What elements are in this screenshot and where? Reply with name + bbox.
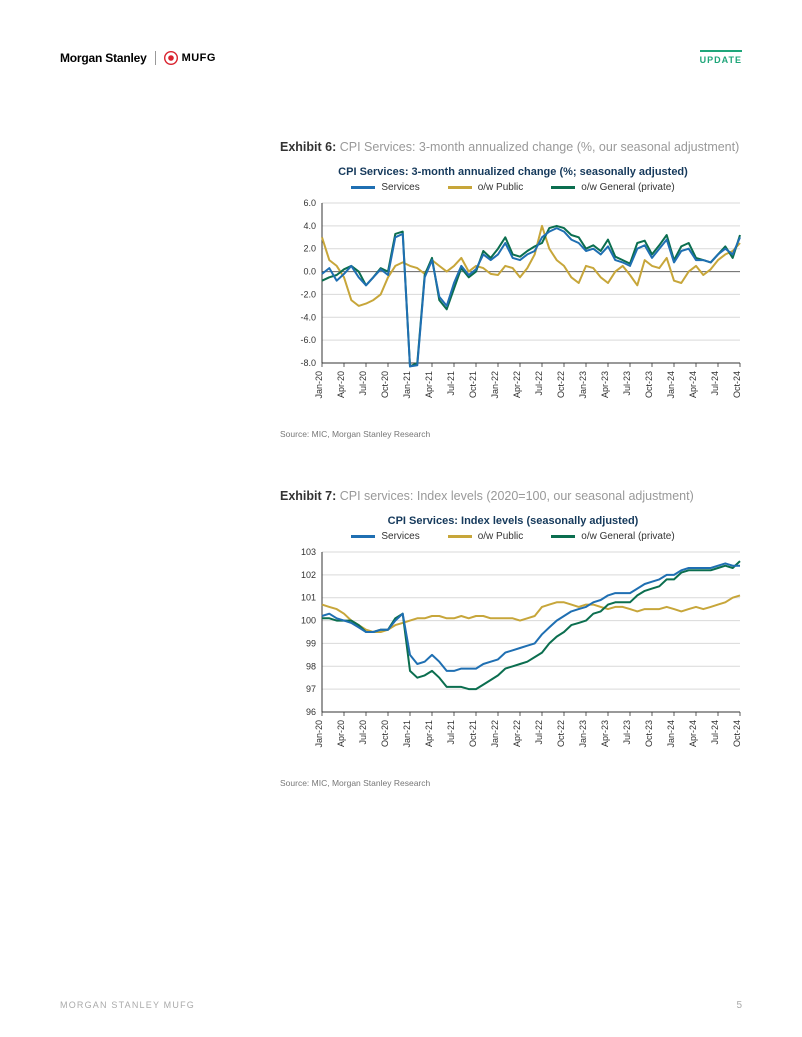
svg-text:Jan-21: Jan-21	[402, 720, 412, 748]
page-number: 5	[736, 1000, 742, 1011]
svg-text:Oct-21: Oct-21	[468, 371, 478, 398]
content-area: Exhibit 6: CPI Services: 3-month annuali…	[280, 140, 746, 838]
exhibit-7-source: Source: MIC, Morgan Stanley Research	[280, 778, 746, 788]
update-badge: UPDATE	[700, 50, 742, 65]
legend-public-7: o/w Public	[448, 531, 524, 542]
svg-text:Apr-23: Apr-23	[600, 371, 610, 398]
morgan-stanley-logo: Morgan Stanley	[60, 51, 147, 65]
svg-text:Apr-20: Apr-20	[336, 720, 346, 747]
svg-text:Oct-23: Oct-23	[644, 720, 654, 747]
svg-text:Apr-20: Apr-20	[336, 371, 346, 398]
svg-text:Jan-20: Jan-20	[314, 720, 324, 748]
legend-services: Services	[351, 182, 419, 193]
svg-text:Jul-21: Jul-21	[446, 720, 456, 745]
svg-text:Oct-23: Oct-23	[644, 371, 654, 398]
legend-line-services-7	[351, 535, 375, 538]
svg-text:97: 97	[306, 684, 316, 694]
svg-text:99: 99	[306, 638, 316, 648]
exhibit-7-chart-title: CPI Services: Index levels (seasonally a…	[280, 515, 746, 527]
svg-text:100: 100	[301, 616, 316, 626]
page-header: Morgan Stanley MUFG UPDATE	[60, 50, 742, 65]
legend-line-public	[448, 186, 472, 189]
svg-text:Jan-22: Jan-22	[490, 371, 500, 399]
exhibit-6-caption: Exhibit 6: CPI Services: 3-month annuali…	[280, 140, 746, 154]
svg-text:Apr-24: Apr-24	[688, 371, 698, 398]
svg-text:0.0: 0.0	[303, 267, 316, 277]
exhibit-6-chart: 6.0 4.0 2.0 0.0 -2.0 -4.0 -6.0 -8.0 Jan-20 Apr-20…	[280, 199, 746, 419]
svg-text:Jan-24: Jan-24	[666, 720, 676, 748]
svg-text:Oct-22: Oct-22	[556, 720, 566, 747]
exhibit-6: Exhibit 6: CPI Services: 3-month annuali…	[280, 140, 746, 439]
svg-text:Jan-20: Jan-20	[314, 371, 324, 399]
svg-text:Jan-23: Jan-23	[578, 371, 588, 399]
svg-text:101: 101	[301, 593, 316, 603]
legend-line-general-7	[551, 535, 575, 538]
svg-text:-8.0: -8.0	[300, 358, 316, 368]
svg-text:Apr-24: Apr-24	[688, 720, 698, 747]
svg-text:Jan-24: Jan-24	[666, 371, 676, 399]
legend-line-services	[351, 186, 375, 189]
legend-line-public-7	[448, 535, 472, 538]
svg-text:Jul-21: Jul-21	[446, 371, 456, 396]
legend-line-general	[551, 186, 575, 189]
legend-general-7: o/w General (private)	[551, 531, 674, 542]
mufg-text: MUFG	[182, 52, 216, 64]
svg-text:102: 102	[301, 570, 316, 580]
svg-text:Jan-23: Jan-23	[578, 720, 588, 748]
legend-general: o/w General (private)	[551, 182, 674, 193]
svg-text:Jul-20: Jul-20	[358, 720, 368, 745]
exhibit-7-legend: Services o/w Public o/w General (private…	[280, 531, 746, 542]
svg-text:Oct-22: Oct-22	[556, 371, 566, 398]
svg-text:6.0: 6.0	[303, 199, 316, 208]
svg-text:Jul-22: Jul-22	[534, 720, 544, 745]
logo-divider	[155, 51, 156, 65]
svg-text:Oct-20: Oct-20	[380, 371, 390, 398]
svg-text:Jul-20: Jul-20	[358, 371, 368, 396]
exhibit-7-chart: 103 102 101 100 99 98 97 96 Jan-20 Apr-20 Jul-20 Oc…	[280, 548, 746, 768]
svg-text:Oct-24: Oct-24	[732, 720, 742, 747]
exhibit-7-number: Exhibit 7:	[280, 489, 336, 503]
svg-text:Jan-21: Jan-21	[402, 371, 412, 399]
exhibit-7: Exhibit 7: CPI services: Index levels (2…	[280, 489, 746, 788]
svg-text:Jul-22: Jul-22	[534, 371, 544, 396]
svg-text:96: 96	[306, 707, 316, 717]
svg-text:Oct-24: Oct-24	[732, 371, 742, 398]
svg-text:Jan-22: Jan-22	[490, 720, 500, 748]
svg-text:Apr-22: Apr-22	[512, 371, 522, 398]
exhibit-6-source: Source: MIC, Morgan Stanley Research	[280, 429, 746, 439]
svg-text:Apr-23: Apr-23	[600, 720, 610, 747]
svg-text:-2.0: -2.0	[300, 289, 316, 299]
exhibit-7-caption: Exhibit 7: CPI services: Index levels (2…	[280, 489, 746, 503]
legend-services-7: Services	[351, 531, 419, 542]
mufg-logo: MUFG	[164, 51, 216, 65]
legend-public: o/w Public	[448, 182, 524, 193]
exhibit-6-legend: Services o/w Public o/w General (private…	[280, 182, 746, 193]
svg-text:-6.0: -6.0	[300, 335, 316, 345]
svg-text:Jul-24: Jul-24	[710, 371, 720, 396]
svg-text:Jul-24: Jul-24	[710, 720, 720, 745]
footer-left: MORGAN STANLEY MUFG	[60, 1000, 195, 1011]
svg-text:4.0: 4.0	[303, 221, 316, 231]
svg-text:Oct-21: Oct-21	[468, 720, 478, 747]
svg-text:2.0: 2.0	[303, 244, 316, 254]
svg-text:Oct-20: Oct-20	[380, 720, 390, 747]
svg-text:Apr-21: Apr-21	[424, 720, 434, 747]
mufg-icon	[164, 51, 178, 65]
svg-text:Jul-23: Jul-23	[622, 720, 632, 745]
exhibit-6-title-text: CPI Services: 3-month annualized change …	[340, 140, 740, 154]
logo-group: Morgan Stanley MUFG	[60, 51, 216, 65]
exhibit-6-number: Exhibit 6:	[280, 140, 336, 154]
svg-text:-4.0: -4.0	[300, 312, 316, 322]
page-footer: MORGAN STANLEY MUFG 5	[60, 1000, 742, 1011]
svg-text:Jul-23: Jul-23	[622, 371, 632, 396]
exhibit-7-title-text: CPI services: Index levels (2020=100, ou…	[340, 489, 694, 503]
svg-text:Apr-21: Apr-21	[424, 371, 434, 398]
svg-text:Apr-22: Apr-22	[512, 720, 522, 747]
svg-text:103: 103	[301, 548, 316, 557]
svg-text:98: 98	[306, 661, 316, 671]
exhibit-6-chart-title: CPI Services: 3-month annualized change …	[280, 166, 746, 178]
